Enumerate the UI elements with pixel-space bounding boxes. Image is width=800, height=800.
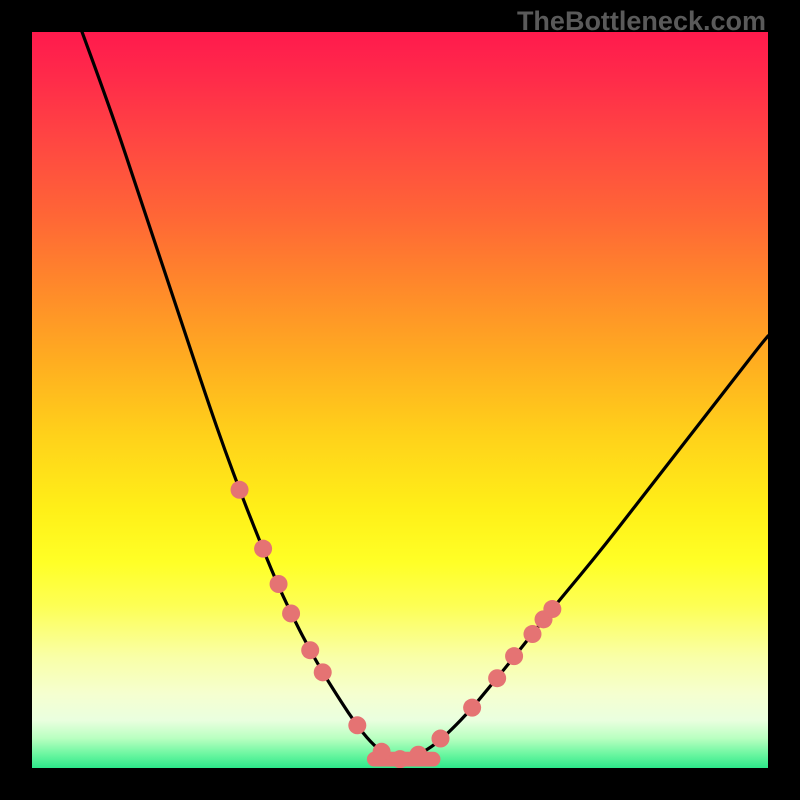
data-point-marker bbox=[488, 669, 506, 687]
data-point-marker bbox=[301, 641, 319, 659]
data-point-marker bbox=[282, 604, 300, 622]
data-point-marker bbox=[409, 746, 427, 764]
chart-container: TheBottleneck.com bbox=[0, 0, 800, 800]
data-point-marker bbox=[463, 699, 481, 717]
plot-area bbox=[32, 32, 768, 768]
data-point-marker bbox=[314, 663, 332, 681]
data-point-marker bbox=[270, 575, 288, 593]
data-point-marker bbox=[391, 750, 409, 768]
data-point-marker bbox=[523, 625, 541, 643]
curve-layer bbox=[32, 32, 768, 768]
data-point-marker bbox=[373, 743, 391, 761]
watermark-text: TheBottleneck.com bbox=[517, 6, 766, 37]
data-point-marker bbox=[543, 600, 561, 618]
data-point-marker bbox=[254, 540, 272, 558]
data-point-marker bbox=[431, 730, 449, 748]
data-point-marker bbox=[348, 716, 366, 734]
data-point-marker bbox=[505, 647, 523, 665]
right-bottleneck-curve bbox=[400, 336, 768, 761]
left-bottleneck-curve bbox=[82, 32, 400, 761]
data-point-marker bbox=[231, 481, 249, 499]
